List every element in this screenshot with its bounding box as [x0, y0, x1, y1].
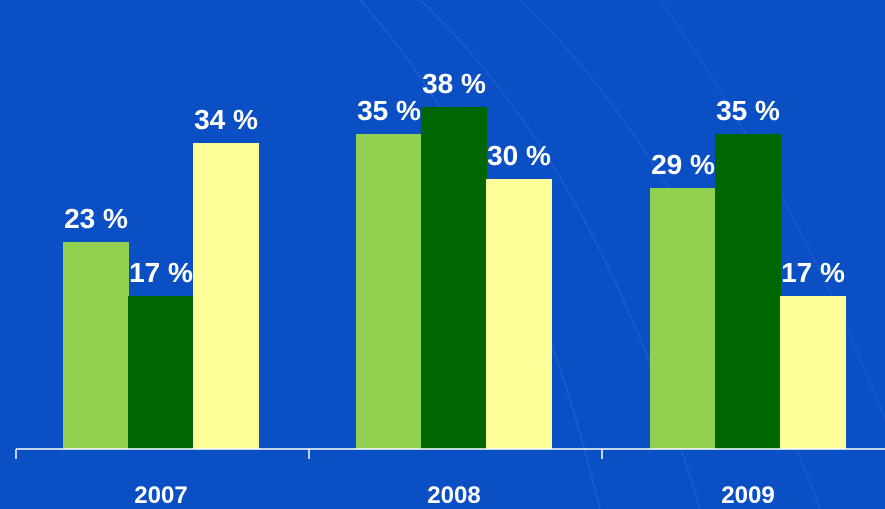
value-label-2008-series-1: 35 %: [357, 95, 421, 126]
category-label-2007: 2007: [134, 482, 187, 509]
value-label-2009-series-2: 35 %: [716, 95, 780, 126]
bar-2007-series-3: [193, 143, 259, 449]
value-label-2007-series-2: 17 %: [129, 257, 193, 288]
category-label-2008: 2008: [427, 482, 480, 509]
value-label-2008-series-2: 38 %: [422, 68, 486, 99]
x-axis-ticks: [15, 449, 603, 459]
category-label-2009: 2009: [721, 482, 774, 509]
value-label-2009-series-1: 29 %: [651, 149, 715, 180]
value-label-2009-series-3: 17 %: [781, 257, 845, 288]
bar-2007-series-1: [63, 242, 129, 449]
value-label-2007-series-3: 34 %: [194, 104, 258, 135]
bar-2008-series-1: [356, 134, 422, 449]
category-labels-group: 2007 2008 2009: [134, 482, 774, 509]
bar-2009-series-2: [715, 134, 781, 449]
bar-2009-series-3: [780, 296, 846, 449]
bar-2009-series-1: [650, 188, 716, 449]
value-label-2008-series-3: 30 %: [487, 140, 551, 171]
value-label-2007-series-1: 23 %: [64, 203, 128, 234]
value-labels-group: 23 %17 %34 % 35 %38 %30 % 29 %35 %17 %: [64, 68, 845, 288]
bar-2008-series-2: [421, 107, 487, 449]
bar-2008-series-3: [486, 179, 552, 449]
bars-group: [63, 107, 846, 449]
bar-2007-series-2: [128, 296, 194, 449]
